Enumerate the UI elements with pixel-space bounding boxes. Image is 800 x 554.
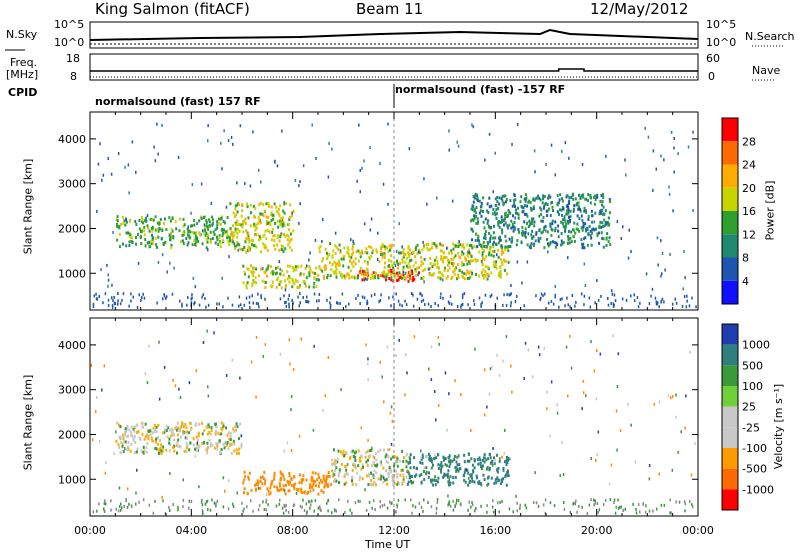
nsky-label: N.Sky	[6, 28, 38, 41]
power-colorbar-band-0	[722, 118, 738, 142]
velocity-colorbar-tick-3: 25	[742, 401, 756, 414]
velocity-colorbar-band-7	[722, 468, 738, 490]
velocity-colorbar-tick-0: 1000	[742, 339, 770, 352]
velocity-feature-2	[330, 448, 409, 487]
cpid-segment-2: normalsound (fast) -157 RF	[395, 83, 566, 96]
xtick-label-0: 00:00	[74, 524, 106, 537]
nave-tick-top: 60	[706, 52, 720, 65]
noise-sky-trace	[89, 28, 699, 41]
freq-label: Freq.	[10, 56, 38, 69]
noise-panel-frame	[89, 21, 699, 49]
velocity-colorbar-tick-2: 100	[742, 380, 763, 393]
velocity-colorbar-tick-7: -1000	[742, 483, 774, 496]
power-near-range-speckle	[92, 292, 697, 309]
power-colorbar-tick-6: 4	[742, 275, 749, 288]
xtick-label-6: 00:00	[682, 524, 714, 537]
noise-tick-left-bottom: 10^0	[54, 36, 85, 49]
cpid-label: CPID	[8, 86, 38, 99]
xtick-label-2: 08:00	[277, 524, 309, 537]
power-colorbar-band-6	[722, 257, 738, 281]
noise-tick-right-bottom: 10^0	[706, 36, 737, 49]
noise-tick-right-top: 10^5	[706, 18, 737, 31]
xaxis-label: Time UT	[365, 538, 411, 551]
velocity-colorbar-band-0	[722, 324, 738, 345]
power-ytick-label-0: 1000	[58, 267, 86, 280]
power-colorbar-frame	[721, 117, 739, 305]
power-colorbar-band-5	[722, 234, 738, 258]
power-feature-0	[115, 215, 232, 250]
power-ytick-label-2: 3000	[58, 178, 86, 191]
noise-tick-left-top: 10^5	[54, 18, 85, 31]
power-colorbar-tick-3: 16	[742, 205, 756, 218]
nave-label: Nave	[752, 64, 781, 77]
velocity-colorbar-tick-4: -25	[742, 421, 760, 434]
velocity-colorbar-tick-6: -500	[742, 463, 767, 476]
freq-trace	[90, 68, 698, 72]
velocity-ytick-label-2: 3000	[58, 384, 86, 397]
power-feature-2	[242, 264, 320, 290]
velocity-colorbar-band-2	[722, 365, 738, 386]
velocity-colorbar-band-6	[722, 448, 738, 469]
power-feature-1	[229, 201, 295, 254]
power-colorbar-tick-2: 20	[742, 182, 756, 195]
velocity-feature-3	[406, 452, 510, 487]
velocity-colorbar-band-3	[722, 386, 738, 407]
freq-tick-bottom: 8	[70, 70, 77, 83]
power-scatter-speckle	[96, 122, 694, 293]
freq-unit-label: [MHz]	[6, 68, 39, 81]
freq-panel-frame	[89, 53, 699, 81]
velocity-colorbar-band-1	[722, 344, 738, 366]
power-colorbar-band-3	[722, 187, 738, 211]
cpid-segment-1: normalsound (fast) 157 RF	[95, 95, 261, 108]
station-title: King Salmon (fitACF)	[95, 0, 250, 18]
power-colorbar-band-7	[722, 280, 738, 304]
power-feature-5	[470, 192, 612, 250]
xtick-label-3: 12:00	[378, 524, 410, 537]
nsearch-label: N.Search	[745, 30, 795, 43]
velocity-colorbar-tick-5: -100	[742, 442, 767, 455]
power-colorbar-tick-4: 12	[742, 228, 756, 241]
velocity-colorbar-frame	[721, 323, 739, 511]
date-title: 12/May/2012	[590, 0, 689, 18]
nave-tick-bottom: 0	[708, 70, 715, 83]
velocity-ytick-label-3: 4000	[58, 339, 86, 352]
xtick-label-5: 20:00	[581, 524, 613, 537]
xtick-label-1: 04:00	[175, 524, 207, 537]
power-ytick-label-3: 4000	[58, 133, 86, 146]
power-colorbar-band-4	[722, 211, 738, 235]
power-colorbar-tick-5: 8	[742, 252, 749, 265]
beam-title: Beam 11	[356, 0, 424, 18]
power-colorbar-band-1	[722, 141, 738, 165]
power-colorbar-tick-1: 24	[742, 159, 756, 172]
velocity-colorbar-band-4	[722, 406, 738, 428]
velocity-colorbar-tick-1: 500	[742, 359, 763, 372]
power-ytick-label-1: 2000	[58, 222, 86, 235]
freq-tick-top: 18	[66, 52, 80, 65]
velocity-colorbar-band-8	[722, 489, 738, 510]
xtick-label-4: 16:00	[479, 524, 511, 537]
velocity-colorbar-band-5	[722, 427, 738, 448]
power-colorbar-band-2	[722, 164, 738, 188]
velocity-ytick-label-1: 2000	[58, 428, 86, 441]
velocity-ytick-label-0: 1000	[58, 473, 86, 486]
velocity-near-range-speckle	[92, 498, 694, 515]
velocity-scatter-speckle	[90, 329, 696, 499]
velocity-feature-1	[242, 470, 333, 496]
power-colorbar-tick-0: 28	[742, 135, 756, 148]
